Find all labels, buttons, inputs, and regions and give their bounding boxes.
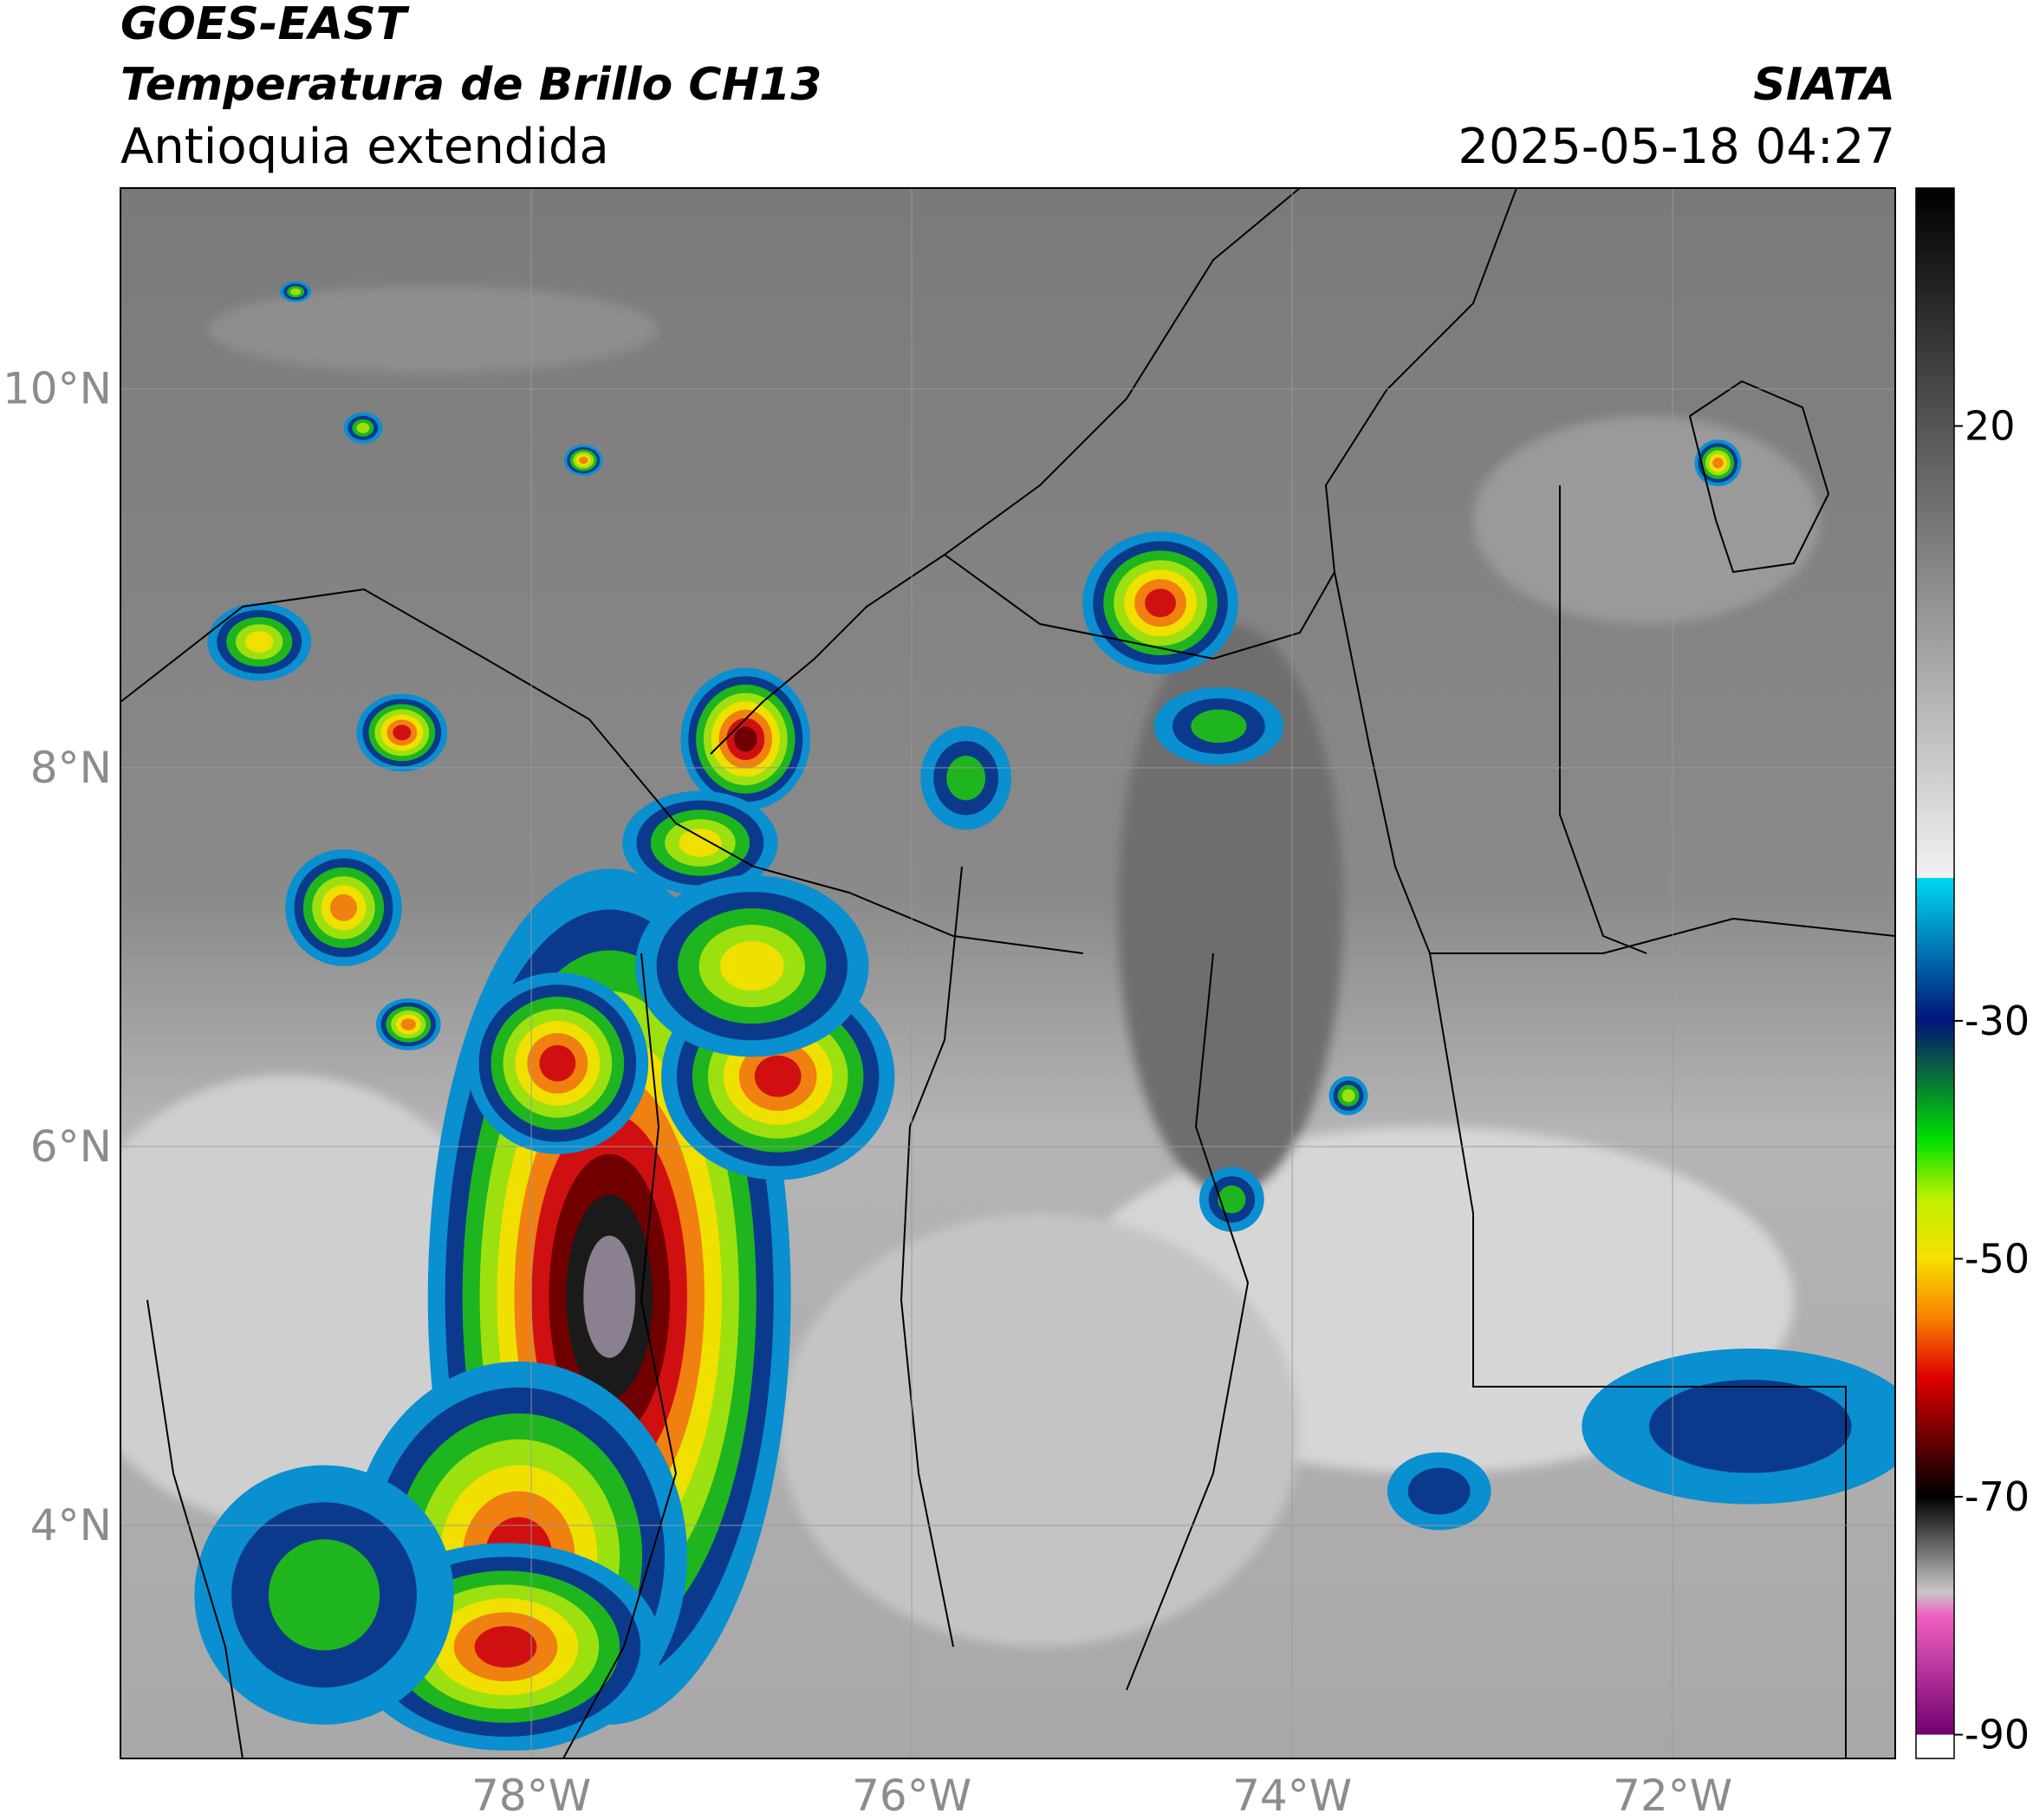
colorbar-tick-label: -50	[1965, 1235, 2030, 1282]
cloud-top	[393, 725, 412, 741]
cloud-top	[539, 1044, 576, 1082]
cloud-top	[1191, 709, 1247, 744]
cloud-top	[329, 894, 358, 921]
y-tick-label: 10°N	[3, 364, 112, 414]
cloud-top	[734, 726, 757, 752]
borders	[120, 188, 1895, 1758]
cloud-top	[1218, 1185, 1246, 1213]
axes: 78°W 76°W 74°W 72°W 4°N 6°N 8°N 10°N	[3, 364, 1732, 1820]
graticule	[120, 188, 1895, 1758]
cloud-top	[946, 756, 986, 801]
colorbar-scale	[1915, 187, 1955, 1759]
cloud-top	[583, 1235, 636, 1358]
map-frame	[120, 187, 1896, 1759]
cloud-top	[579, 456, 588, 465]
cloud-top	[1341, 1089, 1355, 1102]
x-tick-label: 72°W	[1613, 1771, 1732, 1820]
cloud-top	[679, 829, 722, 857]
cloud-top	[1145, 588, 1177, 618]
cloud-top	[244, 631, 274, 653]
cloud-top	[754, 1055, 802, 1097]
colorbar-tick-label: 20	[1965, 403, 2016, 450]
cloud-top	[290, 288, 302, 296]
cloud-top	[720, 941, 784, 991]
cloud-top	[268, 1539, 380, 1651]
cloud-top	[1407, 1467, 1471, 1515]
cloud-top	[474, 1626, 537, 1668]
y-tick-label: 6°N	[30, 1121, 112, 1172]
colorbar-tick-label: -30	[1965, 998, 2030, 1044]
satellite-title: GOES-EAST	[120, 0, 410, 50]
cloud-top	[1712, 457, 1724, 469]
colorbar-tick-label: -70	[1965, 1473, 2030, 1520]
storm-cells	[194, 281, 1895, 1751]
x-tick-label: 76°W	[852, 1771, 971, 1820]
region-subtitle: Antioquia extendida	[120, 119, 609, 175]
cloud-top	[400, 1018, 416, 1030]
product-title: Temperatura de Brillo CH13	[120, 59, 822, 111]
y-tick-label: 4°N	[30, 1500, 112, 1550]
colorbar: 20 -30 -50 -70 -90	[1915, 187, 2030, 1759]
cloud-top	[356, 422, 370, 433]
cloud-top	[1649, 1379, 1852, 1473]
x-tick-label: 78°W	[471, 1771, 591, 1820]
y-tick-label: 8°N	[30, 743, 112, 793]
colorbar-tick-label: -90	[1965, 1712, 2030, 1758]
map-area	[120, 188, 1895, 1758]
x-tick-label: 74°W	[1232, 1771, 1352, 1820]
datetime-label: 2025-05-18 04:27	[1458, 119, 1895, 175]
source-label: SIATA	[1753, 59, 1895, 111]
